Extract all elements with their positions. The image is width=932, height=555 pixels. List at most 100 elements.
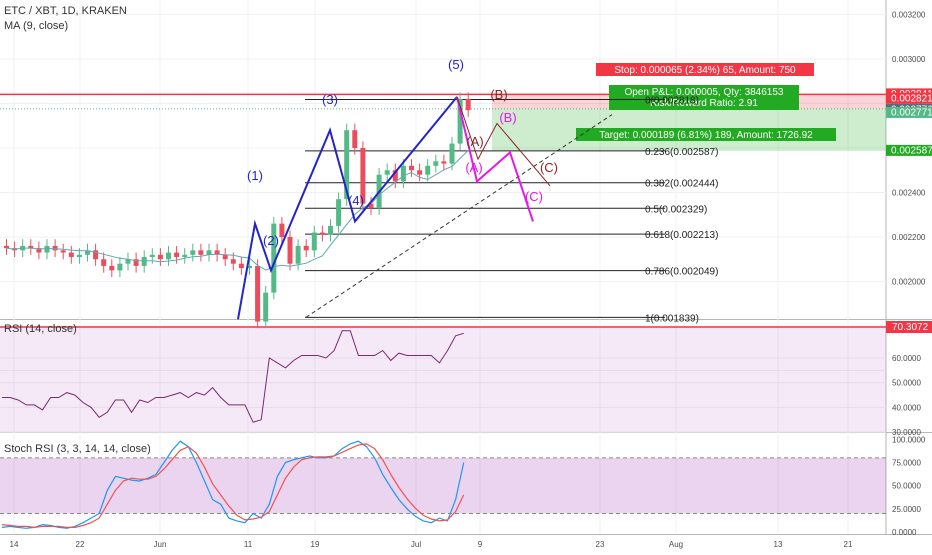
impulse-wave-label: (4) <box>348 193 364 208</box>
candle-body <box>133 259 139 266</box>
target-box <box>576 128 836 141</box>
correction-brown-label: (B) <box>490 87 507 102</box>
candle-body <box>255 265 261 322</box>
candle-body <box>465 99 471 111</box>
rsi-band: 70.3072 <box>0 321 932 433</box>
y-tick-label: 0.002400 <box>892 189 926 198</box>
stoch-pane[interactable] <box>0 434 886 534</box>
candle-body <box>409 165 414 171</box>
rsi-pane[interactable] <box>0 322 886 430</box>
correction-magenta-label: (B) <box>499 110 516 125</box>
rsi-tick-label: 50.0000 <box>892 379 921 388</box>
candle-body <box>157 254 163 260</box>
rsi-line <box>2 330 464 423</box>
stoch-tick-label: 75.0000 <box>892 458 921 467</box>
stoch-band <box>0 457 886 514</box>
candle-body <box>141 257 147 266</box>
candle-body <box>425 165 431 175</box>
candle-body <box>319 232 325 235</box>
y-tick-label: 0.003000 <box>892 55 926 64</box>
fib-trend-line <box>305 114 613 318</box>
candle-body <box>190 250 196 255</box>
x-tick-label: 23 <box>596 540 605 549</box>
fib-level-label: 1(0.001839) <box>645 313 699 324</box>
candle-body <box>182 254 188 258</box>
fib-level-label: 0.382(0.002444) <box>645 179 718 190</box>
stop-label: Stop: 0.000065 (2.34%) 65, Amount: 750 <box>614 65 796 76</box>
candle-body <box>344 130 350 200</box>
stoch-tick-label: 50.0000 <box>892 482 921 491</box>
candle-body <box>117 263 123 271</box>
candle-body <box>392 170 398 182</box>
candle-body <box>76 254 82 258</box>
x-tick-label: 11 <box>244 540 253 549</box>
stoch-tick-label: 25.0000 <box>892 505 921 514</box>
candle-body <box>441 161 447 164</box>
candle-body <box>328 225 333 235</box>
ma-legend: MA (9, close) <box>4 20 68 32</box>
price-pane[interactable] <box>0 0 886 318</box>
candle-body <box>125 259 131 264</box>
impulse-wave-path <box>237 96 458 320</box>
fib-level-label: 0(0.002818) <box>645 95 699 106</box>
candle-body <box>279 223 285 237</box>
candle-body <box>198 250 204 255</box>
candle-body <box>206 250 212 255</box>
candle-body <box>93 250 99 260</box>
stoch-legend: Stoch RSI (3, 3, 14, 14, close) <box>4 443 151 455</box>
correction-magenta-label: (C) <box>525 189 543 204</box>
rr-label: Risk/Reward Ratio: 2.91 <box>650 98 758 109</box>
correction-brown-label: (C) <box>540 160 558 175</box>
pnl-box <box>609 85 799 110</box>
candle-body <box>109 265 115 271</box>
x-tick-label: 14 <box>10 540 19 549</box>
candle-body <box>311 232 317 251</box>
elliott-wave-drawing[interactable]: (1) (2) (3) (4) (5) (A) (B) (C) (A) (B) (C) <box>237 57 558 320</box>
price-tag <box>886 144 932 156</box>
fib-level-label: 0.236(0.002587) <box>645 147 718 158</box>
candle-body <box>222 254 228 260</box>
candle-body <box>60 250 66 253</box>
stoch-tick-label: 0.0000 <box>892 528 917 537</box>
candle-body <box>238 263 244 269</box>
target-label: Target: 0.000189 (6.81%) 189, Amount: 17… <box>599 130 813 141</box>
rsi-tick-label: 40.0000 <box>892 403 921 412</box>
candle-body <box>368 203 374 209</box>
x-tick-label: 13 <box>774 540 783 549</box>
y-tick-label: 0.003200 <box>892 11 926 20</box>
rsi-tick-label: 30.0000 <box>892 428 921 437</box>
candle-body <box>85 250 90 255</box>
correction-brown-label: (A) <box>466 134 483 149</box>
candle-body <box>247 265 252 269</box>
correction-magenta-path <box>456 96 534 222</box>
ma-path <box>6 150 469 271</box>
candle-body <box>384 170 390 175</box>
rsi-band-fill <box>0 327 886 433</box>
x-tick-label: Jul <box>411 540 421 549</box>
candle-body <box>230 259 236 264</box>
candle-body <box>36 248 42 253</box>
candle-body <box>417 170 423 175</box>
rsi-legend: RSI (14, close) <box>4 323 77 335</box>
stoch-tick-label: 100.0000 <box>892 435 926 444</box>
candle-body <box>352 130 358 148</box>
x-tick-label: 9 <box>478 540 483 549</box>
candle-body <box>4 245 9 249</box>
candle-body <box>400 165 406 182</box>
x-tick-label: 19 <box>311 540 320 549</box>
fib-level-label: 0.5(0.002329) <box>645 204 707 215</box>
price-tag-label: 0.002771 <box>891 107 932 118</box>
indicator-lines <box>1 330 465 529</box>
candle-body <box>52 245 58 251</box>
fibonacci-retracement[interactable]: 0(0.002818) 0.236(0.002587) 0.382(0.002444… <box>305 95 718 324</box>
candle-body <box>303 245 309 251</box>
impulse-wave-label: (1) <box>247 168 263 183</box>
x-tick-label: 21 <box>844 540 853 549</box>
rsi-value-tag <box>886 321 932 333</box>
candle-body <box>263 292 269 322</box>
candle-body <box>166 252 171 260</box>
long-position-tool[interactable]: Stop: 0.000065 (2.34%) 65, Amount: 750 Op… <box>0 63 886 151</box>
price-tag <box>886 106 932 118</box>
